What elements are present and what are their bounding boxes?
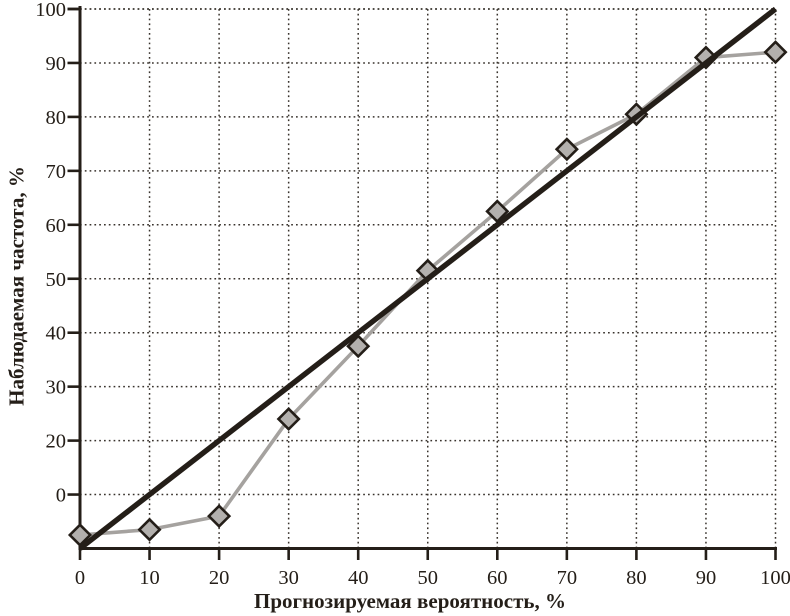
y-tick-label: 100 <box>35 0 66 21</box>
diamond-marker <box>346 334 371 359</box>
x-tick-label: 80 <box>626 567 647 589</box>
diamond-marker <box>137 517 162 542</box>
x-tick-label: 100 <box>760 567 790 589</box>
y-tick-label: 20 <box>46 431 67 453</box>
x-tick-label: 70 <box>557 567 578 589</box>
y-tick-label: 70 <box>46 161 67 183</box>
diamond-marker <box>207 504 232 529</box>
diamond-marker <box>763 40 788 65</box>
diamond-marker <box>554 137 579 162</box>
y-tick-label: 80 <box>46 107 67 129</box>
x-tick-label: 50 <box>418 567 439 589</box>
x-tick-label: 0 <box>75 567 85 589</box>
y-tick-label: 40 <box>46 323 67 345</box>
y-tick-label: 90 <box>46 53 67 75</box>
x-tick-label: 20 <box>209 567 230 589</box>
y-tick-label: 50 <box>46 269 67 291</box>
y-tick-label: 0 <box>56 485 66 507</box>
diamond-marker <box>693 45 718 70</box>
x-tick-label: 90 <box>696 567 717 589</box>
diamond-marker <box>276 406 301 432</box>
x-tick-label: 60 <box>487 567 508 589</box>
ideal-calibration-line <box>78 6 778 551</box>
x-tick-label: 40 <box>348 567 369 589</box>
x-tick-label: 30 <box>278 567 299 589</box>
y-tick-label: 30 <box>46 377 67 399</box>
y-tick-label: 60 <box>46 215 67 237</box>
y-axis-title: Наблюдаемая частота, % <box>4 166 29 406</box>
x-axis-title: Прогнозируемая вероятность, % <box>254 589 566 613</box>
x-tick-label: 10 <box>139 567 160 589</box>
